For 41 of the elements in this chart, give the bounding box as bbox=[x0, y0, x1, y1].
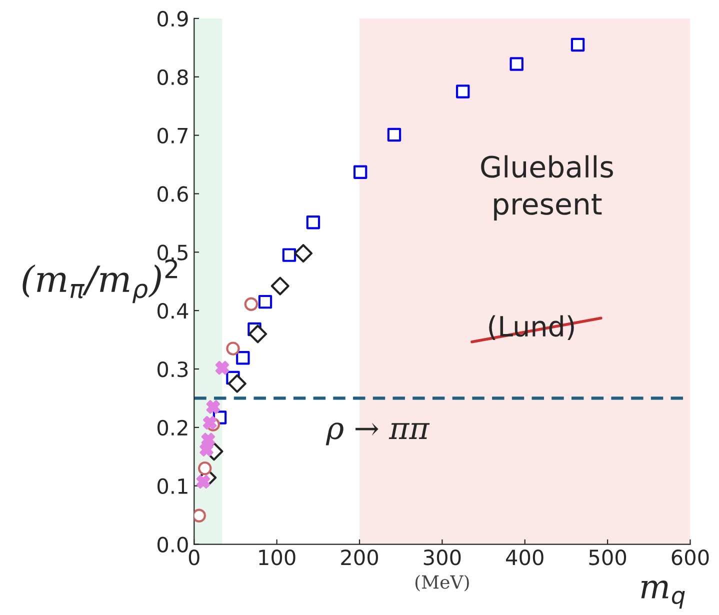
y-tick-label: 0.4 bbox=[158, 303, 188, 319]
text: m$_{q}$ bbox=[641, 580, 685, 609]
y-axis-title: (m$_{π}$/m$_{ρ}$)$^{2}$ bbox=[22, 259, 178, 304]
ref-line-label: ρ → ππ bbox=[326, 422, 430, 446]
x-tick-label: 300 bbox=[424, 550, 461, 566]
point bbox=[206, 400, 220, 414]
y-tick-label: 0.5 bbox=[158, 244, 188, 260]
point bbox=[202, 416, 217, 430]
point bbox=[270, 276, 290, 296]
y-tick-label: 0.8 bbox=[158, 69, 188, 86]
y-tick-label: 0.7 bbox=[158, 128, 188, 144]
y-tick-label: 0.0 bbox=[158, 536, 188, 552]
point bbox=[282, 248, 296, 262]
point bbox=[215, 360, 230, 375]
point bbox=[198, 461, 212, 476]
point bbox=[353, 165, 368, 179]
x-tick-label: 400 bbox=[506, 550, 544, 566]
y-tick-label: 0.1 bbox=[158, 478, 188, 494]
x-tick-label: 500 bbox=[589, 550, 626, 566]
x-tick-label: 0 bbox=[188, 550, 200, 566]
point bbox=[201, 432, 216, 447]
y-tick-label: 0.6 bbox=[158, 186, 188, 202]
y-tick-label: 0.9 bbox=[158, 10, 188, 27]
point bbox=[228, 374, 246, 393]
x-tick-label: 100 bbox=[259, 550, 296, 566]
x-tick-label: 200 bbox=[341, 550, 378, 566]
point bbox=[570, 38, 585, 52]
y-tick-label: 0.3 bbox=[158, 361, 188, 378]
point bbox=[387, 128, 402, 142]
band-label: Glueballs present bbox=[481, 155, 613, 221]
point bbox=[294, 244, 313, 263]
point bbox=[456, 84, 470, 98]
point bbox=[244, 297, 258, 312]
point bbox=[248, 324, 268, 344]
y-tick-label: 0.2 bbox=[158, 420, 188, 436]
x-axis-title: (MeV) bbox=[415, 574, 469, 592]
point bbox=[510, 57, 524, 71]
point bbox=[226, 342, 240, 356]
point bbox=[196, 474, 210, 489]
x-tick-label: 600 bbox=[672, 550, 709, 566]
point bbox=[306, 216, 320, 230]
